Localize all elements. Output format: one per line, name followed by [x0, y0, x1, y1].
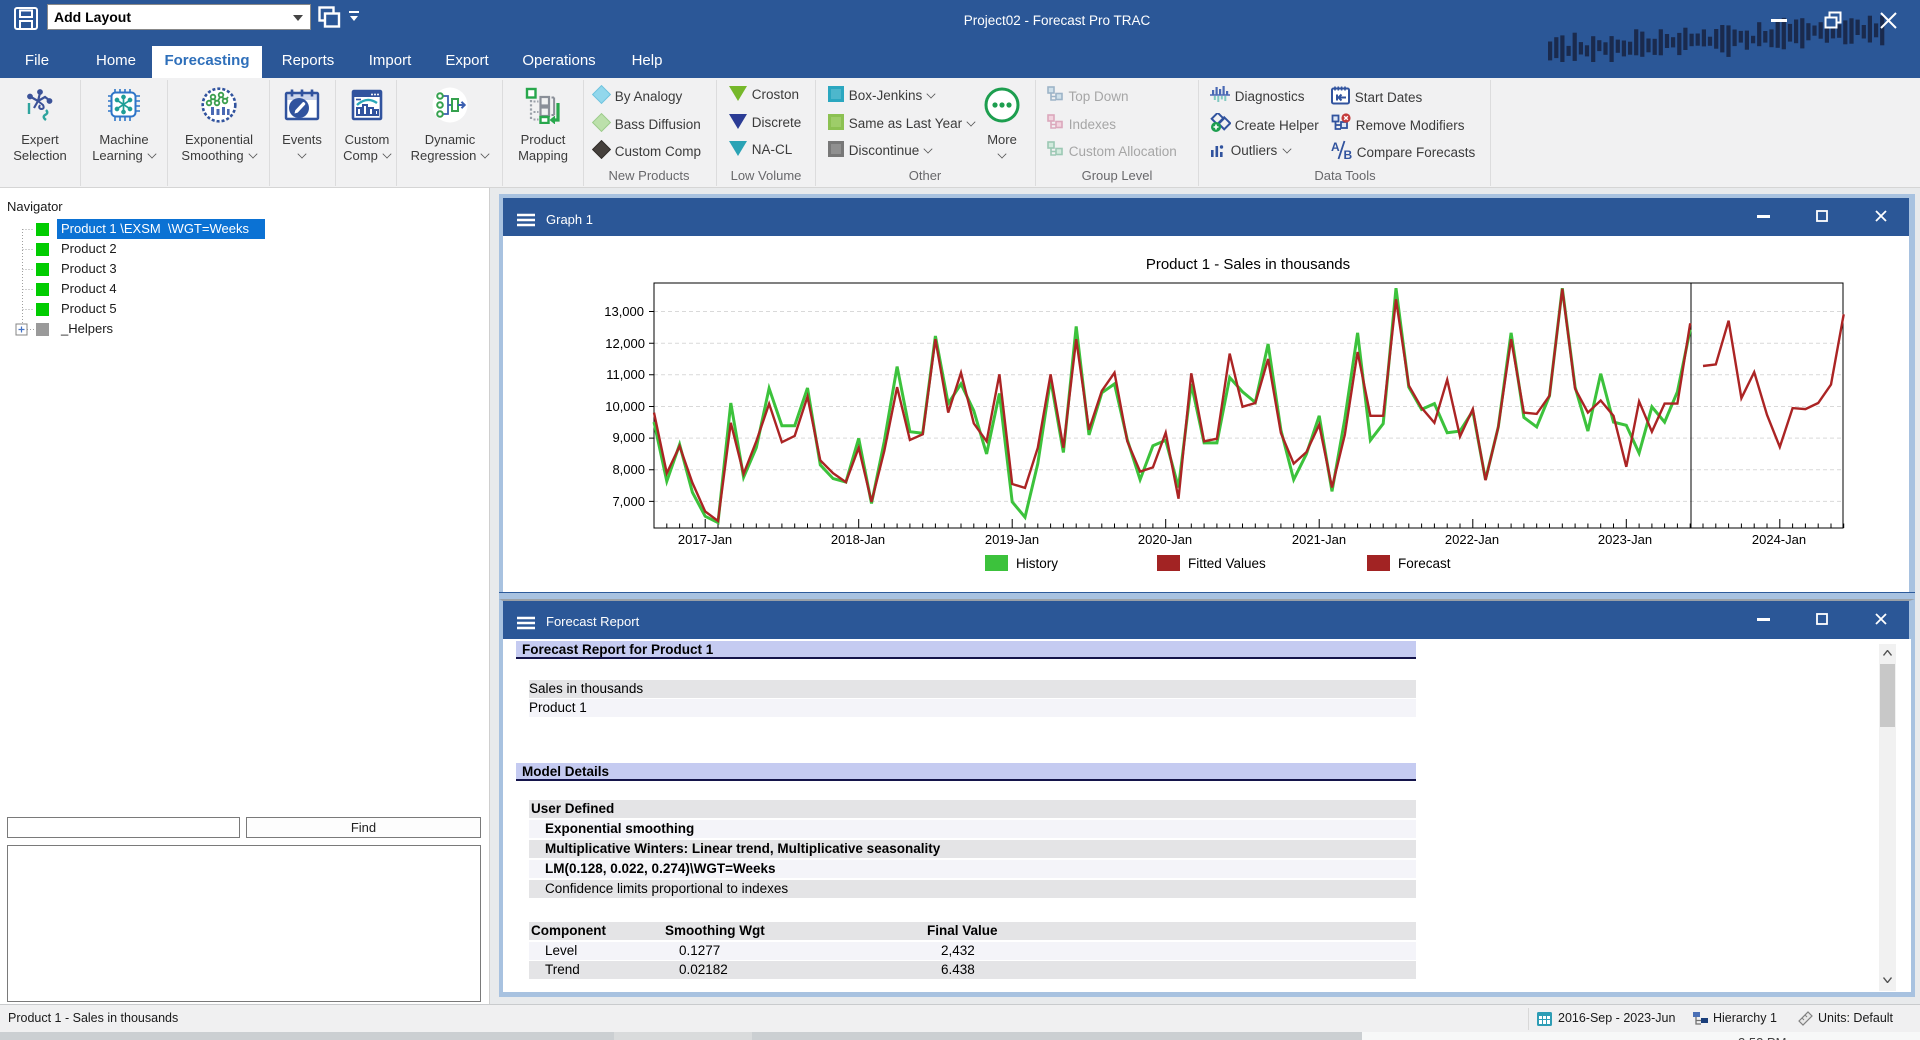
- svg-text:10,000: 10,000: [605, 399, 645, 414]
- svg-text:2019-Jan: 2019-Jan: [985, 532, 1039, 547]
- svg-text:2023-Jan: 2023-Jan: [1598, 532, 1652, 547]
- svg-text:8,000: 8,000: [612, 462, 645, 477]
- svg-text:A: A: [1331, 140, 1340, 154]
- svg-text:B: B: [1344, 148, 1353, 160]
- svg-text:2018-Jan: 2018-Jan: [831, 532, 885, 547]
- svg-text:13,000: 13,000: [604, 304, 644, 319]
- svg-text:Forecast: Forecast: [1398, 556, 1451, 571]
- svg-text:2021-Jan: 2021-Jan: [1292, 532, 1346, 547]
- svg-text:12,000: 12,000: [605, 336, 645, 351]
- svg-text:2017-Jan: 2017-Jan: [678, 532, 732, 547]
- svg-text:7,000: 7,000: [612, 494, 645, 509]
- svg-text:Product 1 - Sales in thousands: Product 1 - Sales in thousands: [1146, 256, 1350, 273]
- svg-text:9,000: 9,000: [612, 430, 645, 445]
- svg-text:2024-Jan: 2024-Jan: [1752, 532, 1806, 547]
- svg-text:History: History: [1016, 556, 1058, 571]
- svg-text:2022-Jan: 2022-Jan: [1445, 532, 1499, 547]
- svg-text:Fitted Values: Fitted Values: [1188, 556, 1266, 571]
- svg-text:2020-Jan: 2020-Jan: [1138, 532, 1192, 547]
- svg-text:11,000: 11,000: [606, 367, 645, 382]
